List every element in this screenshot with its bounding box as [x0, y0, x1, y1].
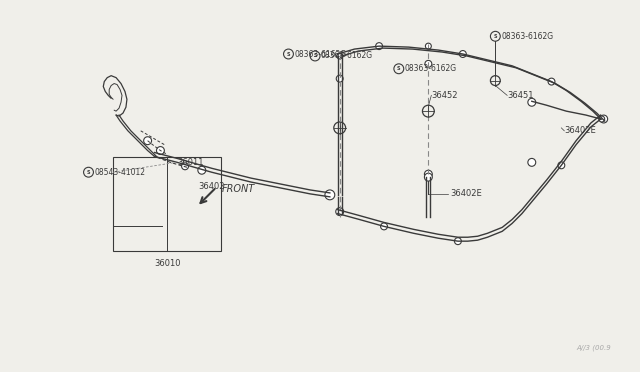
Text: S: S	[314, 54, 317, 58]
Circle shape	[599, 116, 605, 122]
Circle shape	[336, 75, 343, 82]
Circle shape	[381, 223, 387, 230]
Text: 36010: 36010	[154, 259, 180, 268]
Circle shape	[548, 78, 555, 85]
Circle shape	[426, 43, 431, 49]
Circle shape	[424, 170, 432, 178]
Text: FRONT: FRONT	[221, 184, 255, 194]
Circle shape	[376, 43, 383, 49]
Circle shape	[143, 137, 152, 145]
Text: 08363-6162G: 08363-6162G	[404, 64, 457, 73]
Text: A//3 (00.9: A//3 (00.9	[577, 344, 611, 351]
Circle shape	[182, 163, 189, 170]
Text: S: S	[287, 51, 290, 57]
Text: 36402E: 36402E	[564, 126, 596, 135]
Circle shape	[424, 173, 432, 181]
Text: 36011: 36011	[177, 158, 204, 167]
Text: 36402: 36402	[198, 183, 225, 192]
Text: 08543-41012: 08543-41012	[95, 168, 145, 177]
Bar	[113, 157, 221, 251]
Circle shape	[558, 162, 564, 169]
Circle shape	[337, 53, 342, 59]
Text: 36452: 36452	[431, 91, 458, 100]
Circle shape	[460, 51, 467, 57]
Text: 08363-6162G: 08363-6162G	[294, 49, 346, 58]
Circle shape	[336, 208, 344, 215]
Circle shape	[528, 98, 536, 106]
Circle shape	[156, 147, 164, 154]
Text: S: S	[87, 170, 90, 175]
Circle shape	[600, 115, 607, 123]
Text: 08363-6162G: 08363-6162G	[501, 32, 554, 41]
Text: S: S	[493, 34, 497, 39]
Circle shape	[425, 60, 432, 67]
Text: 36402E: 36402E	[450, 189, 482, 198]
Circle shape	[325, 190, 335, 200]
Text: 08363-6162G: 08363-6162G	[321, 51, 373, 61]
Text: S: S	[397, 66, 401, 71]
Circle shape	[454, 238, 461, 245]
Text: 36451: 36451	[507, 91, 534, 100]
Circle shape	[198, 166, 205, 174]
Circle shape	[528, 158, 536, 166]
